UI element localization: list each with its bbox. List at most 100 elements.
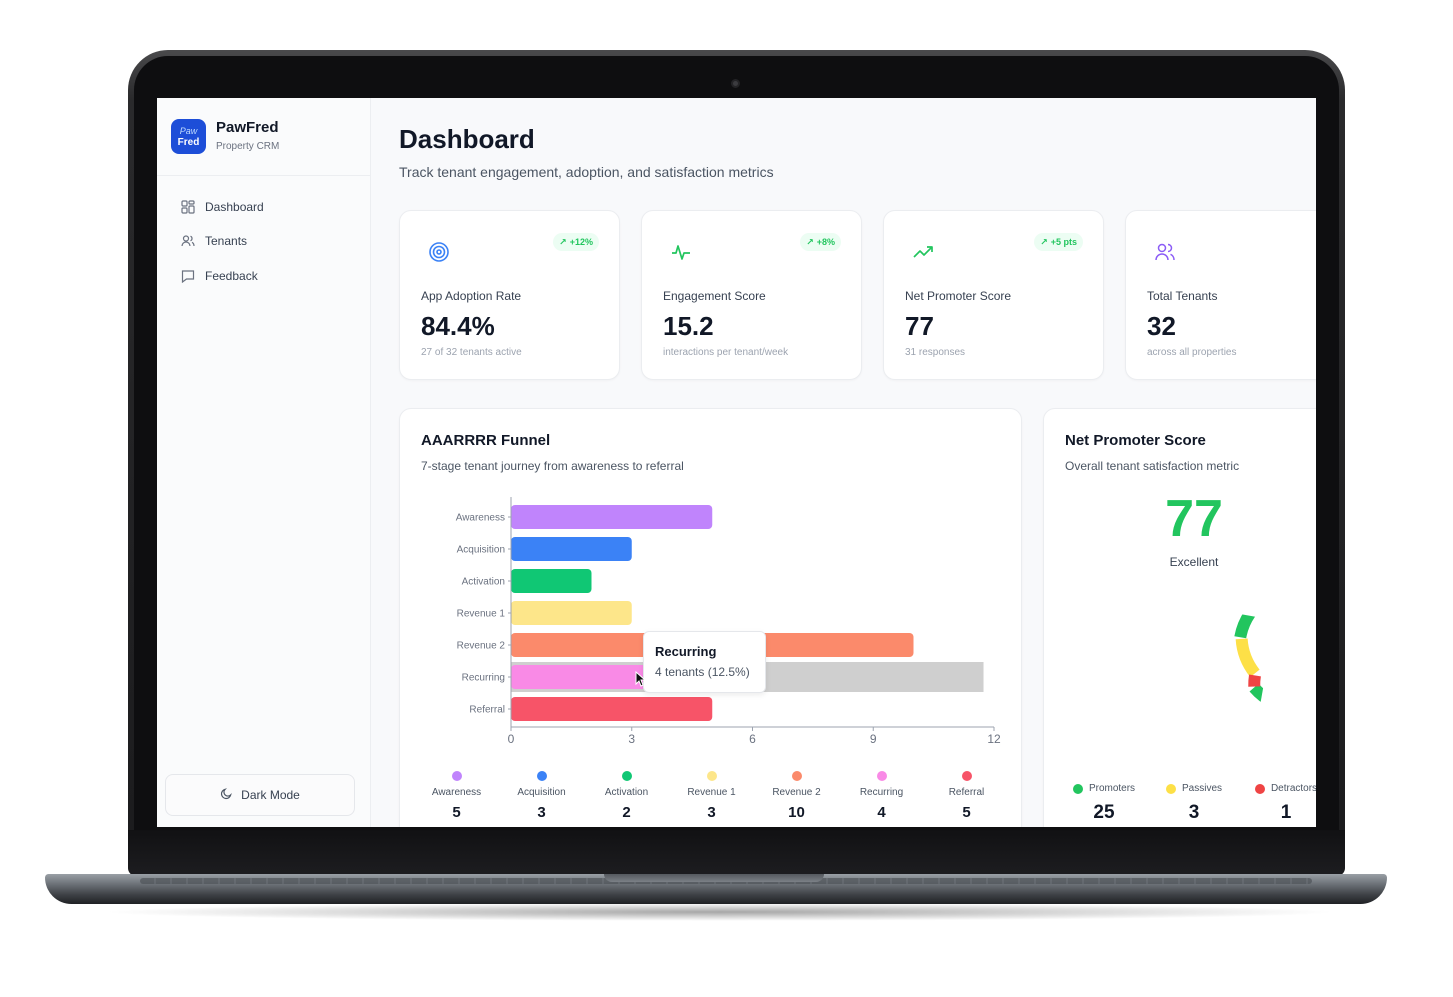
kpi-value: 32 xyxy=(1147,311,1176,341)
nps-card: Net Promoter Score Overall tenant satisf… xyxy=(1043,408,1316,827)
nps-legend-passives: Passives 3 xyxy=(1144,783,1244,824)
legend-dot xyxy=(791,771,802,781)
legend-label: Revenue 2 xyxy=(772,787,821,798)
legend-dot xyxy=(706,771,717,781)
brand-header: Paw Fred PawFred Property CRM xyxy=(157,98,370,176)
logo[interactable]: Paw Fred xyxy=(171,119,206,154)
legend-dot xyxy=(1072,783,1083,794)
y-tick-label: Recurring xyxy=(462,673,505,684)
legend-label: Activation xyxy=(604,787,649,798)
nps-rating: Excellent xyxy=(1169,555,1219,569)
legend-dot xyxy=(1165,783,1176,794)
legend-value: 3 xyxy=(1188,802,1200,823)
sidebar-item-label: Tenants xyxy=(205,234,248,248)
legend-value: 5 xyxy=(962,804,971,821)
kpi-card-engagement: ↗ +8% Engagement Score 15.2 interactions … xyxy=(641,210,862,380)
funnel-card: AAARRRR Funnel 7-stage tenant journey fr… xyxy=(399,408,1022,827)
donut-segment-promoters[interactable] xyxy=(1230,595,1276,719)
activity-icon xyxy=(670,241,692,263)
y-tick-label: Revenue 1 xyxy=(457,609,506,620)
legend-item: Activation 2 xyxy=(584,771,669,821)
kpi-note: 31 responses xyxy=(905,347,966,358)
tooltip-title: Recurring xyxy=(655,644,717,659)
legend-label: Acquisition xyxy=(517,787,566,798)
nps-score: 77 xyxy=(1165,490,1223,548)
laptop-chin xyxy=(128,830,1345,876)
legend-dot xyxy=(536,771,547,781)
sidebar-item-feedback[interactable]: Feedback xyxy=(171,262,357,290)
kpi-note: across all properties xyxy=(1147,347,1237,358)
nps-legend-promoters: Promoters 25 xyxy=(1054,783,1154,824)
legend-value: 2 xyxy=(622,804,631,821)
dark-mode-button[interactable]: Dark Mode xyxy=(165,774,355,816)
legend-dot xyxy=(621,771,632,781)
y-tick-label: Awareness xyxy=(456,513,505,524)
brand-subtitle: Property CRM xyxy=(216,141,280,152)
trend-up-icon: ↗ xyxy=(806,236,814,247)
donut-segment-detractors[interactable] xyxy=(1248,674,1261,687)
sidebar-item-tenants[interactable]: Tenants xyxy=(171,227,357,255)
legend-label: Awareness xyxy=(431,787,482,798)
legend-item: Recurring 4 xyxy=(839,771,924,821)
legend-value: 10 xyxy=(788,804,805,821)
bar-referral[interactable] xyxy=(511,697,713,721)
message-icon xyxy=(181,269,195,283)
kpi-note: interactions per tenant/week xyxy=(663,347,789,358)
legend-value: 25 xyxy=(1093,802,1115,823)
camera-icon xyxy=(731,79,740,88)
kpi-value: 77 xyxy=(905,311,934,341)
logo-line2: Fred xyxy=(177,137,200,148)
legend-dot xyxy=(451,771,462,781)
kpi-value: 84.4% xyxy=(421,311,495,341)
logo-line1: Paw xyxy=(179,126,198,136)
legend-item: Revenue 2 10 xyxy=(754,771,839,821)
page-subtitle: Track tenant engagement, adoption, and s… xyxy=(399,164,774,180)
legend-label: Promoters xyxy=(1088,783,1136,794)
legend-label: Passives xyxy=(1181,783,1222,794)
legend-label: Recurring xyxy=(859,787,904,798)
page-title: Dashboard xyxy=(399,124,535,154)
target-icon xyxy=(428,241,450,263)
funnel-chart: Awareness Acquisition Activation Revenue 1 R… xyxy=(456,497,1001,746)
legend-label: Referral xyxy=(948,787,985,798)
legend-item: Acquisition 3 xyxy=(499,771,584,821)
legend-value: 3 xyxy=(707,804,716,821)
legend-value: 3 xyxy=(537,804,546,821)
donut-segment-passives[interactable] xyxy=(1235,638,1260,678)
kpi-card-adoption: ↗ +12% App Adoption Rate 84.4% 27 of 32 t… xyxy=(399,210,620,380)
legend-value: 4 xyxy=(877,804,886,821)
kpi-label: Engagement Score xyxy=(663,289,766,303)
kpi-value: 15.2 xyxy=(663,311,714,341)
funnel-legend: Awareness 5 Acquisition 3 Activation 2 Revenue… xyxy=(414,771,1009,821)
sidebar-item-dashboard[interactable]: Dashboard xyxy=(171,193,357,221)
x-tick-label: 3 xyxy=(628,732,635,746)
kpi-label: App Adoption Rate xyxy=(421,289,522,303)
legend-label: Revenue 1 xyxy=(687,787,736,798)
trend-badge: ↗ +8% xyxy=(800,233,841,251)
laptop-notch xyxy=(604,874,824,882)
funnel-subtitle: 7-stage tenant journey from awareness to… xyxy=(421,459,684,473)
legend-item: Revenue 1 3 xyxy=(669,771,754,821)
bar-activation[interactable] xyxy=(511,569,592,593)
kpi-label: Net Promoter Score xyxy=(905,289,1012,303)
bar-recurring[interactable] xyxy=(511,665,672,689)
users-icon xyxy=(1154,241,1176,263)
bar-awareness[interactable] xyxy=(511,505,713,529)
legend-value: 5 xyxy=(452,804,461,821)
trending-up-icon xyxy=(912,241,934,263)
kpi-card-tenants: Total Tenants 32 across all properties xyxy=(1125,210,1316,380)
dark-mode-label: Dark Mode xyxy=(241,788,300,802)
x-tick-label: 0 xyxy=(508,732,515,746)
x-tick-label: 9 xyxy=(870,732,877,746)
sidebar-item-label: Feedback xyxy=(205,269,258,283)
main-content: Dashboard Track tenant engagement, adopt… xyxy=(372,98,1316,827)
y-tick-label: Revenue 2 xyxy=(457,641,506,652)
bar-acquisition[interactable] xyxy=(511,537,632,561)
legend-dot xyxy=(1254,783,1265,794)
nps-legend-detractors: Detractors 1 xyxy=(1236,783,1316,824)
grid-icon xyxy=(181,200,195,214)
legend-label: Detractors xyxy=(1270,783,1316,794)
nps-subtitle: Overall tenant satisfaction metric xyxy=(1065,459,1240,473)
bar-revenue-1[interactable] xyxy=(511,601,632,625)
nps-donut-chart xyxy=(1230,595,1276,719)
